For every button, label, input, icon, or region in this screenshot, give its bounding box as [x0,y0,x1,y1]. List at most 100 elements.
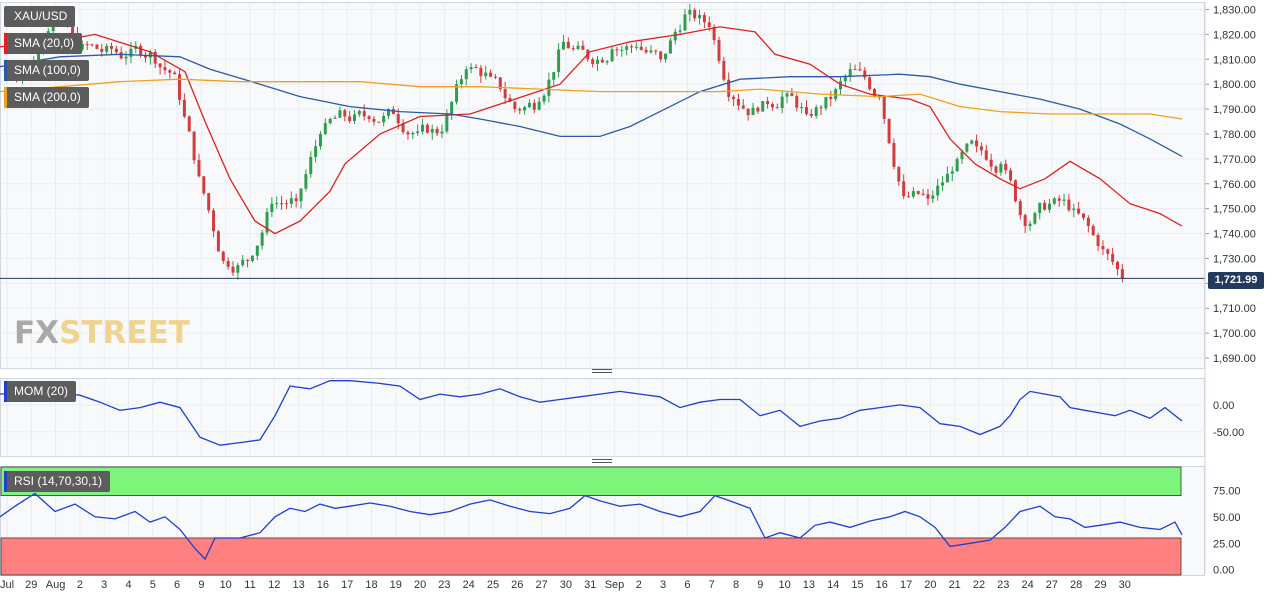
candle-down [921,193,925,195]
candle-down [119,52,123,59]
candle-down [114,48,118,53]
candle-down [377,121,381,123]
candle-down [994,166,998,173]
candle-up [338,110,342,118]
candle-up [314,146,318,158]
legend-rsi[interactable]: RSI (14,70,30,1) [4,471,111,492]
candle-down [702,15,706,23]
legend-sma20[interactable]: SMA (20,0) [4,33,83,54]
candle-down [809,114,813,116]
x-tick-label: 10 [220,579,232,591]
x-tick-label: 24 [463,579,475,591]
candle-up [421,124,425,132]
candle-down [975,140,979,147]
candle-up [382,115,386,123]
candle-down [348,116,352,122]
candle-up [455,84,459,103]
candle-down [1120,269,1124,279]
candle-up [459,79,463,85]
candle-up [450,102,454,115]
candle-down [1106,249,1110,254]
y-tick-label: 1,730.00 [1213,253,1256,265]
candle-up [299,188,303,202]
candle-up [673,31,677,41]
last-price-tag: 1,721.99 [1208,272,1264,289]
candle-up [416,131,420,133]
y-tick-label: 1,740.00 [1213,229,1256,241]
y-tick-label: 1,780.00 [1213,129,1256,141]
x-tick-label: 20 [924,579,936,591]
candle-up [411,132,415,135]
candle-down [532,102,536,110]
candle-up [960,151,964,160]
candle-down [401,123,405,133]
candle-up [634,46,638,48]
candle-up [148,51,152,58]
candle-up [80,44,84,50]
candle-up [999,163,1003,173]
candle-up [605,61,609,63]
candle-up [625,46,629,50]
candle-up [848,69,852,77]
candle-down [868,77,872,90]
x-tick-label: 30 [1119,579,1131,591]
candle-up [270,203,274,213]
legend-mom[interactable]: MOM (20) [4,381,76,402]
x-tick-label: 9 [198,579,204,591]
legend-sma200[interactable]: SMA (200,0) [4,87,89,108]
candle-up [576,45,580,49]
mom-label: MOM (20) [14,384,68,398]
candle-up [678,30,682,32]
sma100-label: SMA (100,0) [14,63,81,77]
y-tick-label: 1,820.00 [1213,29,1256,41]
x-tick-label: 11 [244,579,255,591]
legend-instrument[interactable]: XAU/USD [4,6,76,27]
rsi-oversold-zone [0,537,1182,576]
x-tick-label: 17 [341,579,353,591]
candle-up [780,96,784,109]
candle-down [1077,208,1081,214]
candle-down [192,131,196,161]
candle-up [561,41,565,50]
candle-down [1057,198,1061,201]
x-tick-label: 23 [438,579,450,591]
candle-up [552,72,556,80]
candle-down [819,107,823,109]
candle-down [197,160,201,177]
candle-down [100,48,104,52]
candle-down [873,89,877,97]
candle-down [1086,217,1090,227]
x-tick-label: 6 [174,579,180,591]
candle-up [357,111,361,115]
candle-down [1013,180,1017,202]
candle-down [984,150,988,160]
candle-down [109,45,113,49]
candle-up [105,45,109,52]
candle-up [260,232,264,246]
x-tick-label: 21 [949,579,961,591]
candle-up [761,101,765,112]
candle-down [717,39,721,61]
candle-down [406,132,410,135]
candle-down [1023,215,1027,227]
x-tick-label: 9 [757,579,763,591]
candle-down [581,45,585,50]
candle-down [644,49,648,53]
candle-down [887,118,891,144]
candle-up [824,96,828,109]
candle-up [1052,198,1056,204]
x-tick-label: 13 [292,579,304,591]
instrument-label: XAU/USD [14,9,68,23]
x-tick-label: Jul [0,579,14,591]
candle-down [178,74,182,100]
y-tick-label: 1,790.00 [1213,104,1256,116]
rsi-line [0,492,1183,561]
candle-down [435,128,439,134]
rsi-swatch [4,471,7,492]
x-tick-label: 18 [365,579,377,591]
candle-down [343,110,347,117]
candle-up [688,9,692,15]
candle-up [814,107,818,116]
x-tick-label: 31 [584,579,596,591]
legend-sma100[interactable]: SMA (100,0) [4,60,89,81]
